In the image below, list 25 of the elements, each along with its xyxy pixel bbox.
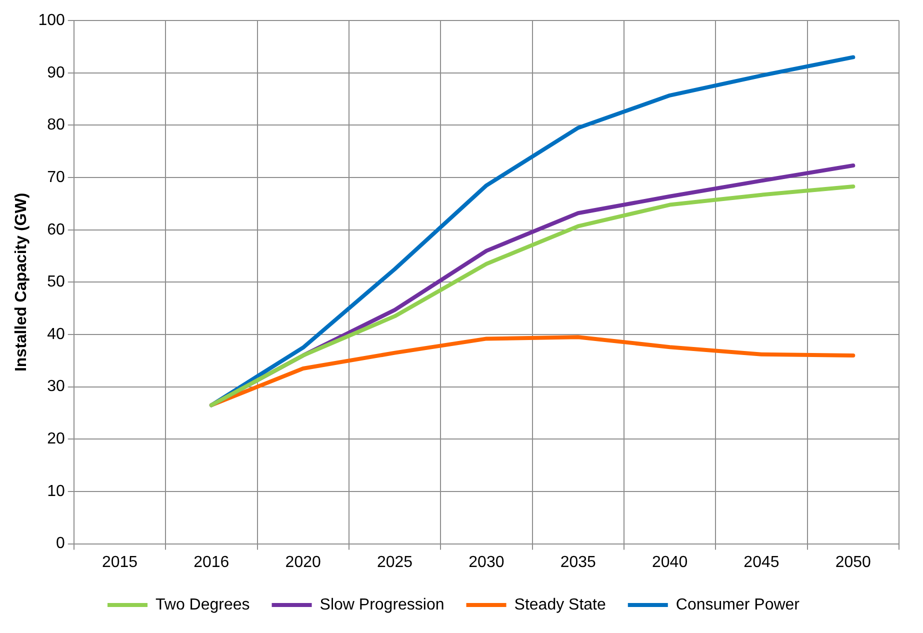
y-axis-title: Installed Capacity (GW) [13, 192, 30, 372]
y-tick-label: 10 [47, 482, 65, 500]
x-tick-label: 2016 [194, 554, 230, 571]
y-tick-label: 80 [47, 116, 65, 134]
legend-label: Steady State [514, 596, 606, 614]
y-tick-label: 90 [47, 64, 65, 82]
y-tick-label: 40 [47, 326, 65, 343]
y-tick-label: 30 [47, 378, 65, 396]
x-tick-label: 2050 [835, 554, 872, 571]
x-tick-label: 2035 [560, 554, 596, 571]
y-tick-label: 20 [47, 430, 65, 448]
x-tick-label: 2040 [652, 554, 688, 571]
y-tick-label: 50 [47, 274, 65, 291]
legend-label: Two Degrees [156, 596, 250, 614]
x-tick-label: 2045 [744, 554, 780, 571]
x-tick-label: 2025 [376, 554, 413, 571]
y-tick-label: 100 [38, 12, 65, 30]
legend-label: Consumer Power [676, 596, 800, 614]
legend-label: Slow Progression [320, 596, 444, 614]
y-tick-label: 70 [47, 168, 65, 186]
y-tick-label: 0 [56, 535, 65, 552]
x-tick-label: 2015 [102, 554, 138, 571]
x-tick-label: 2020 [285, 554, 321, 571]
y-tick-label: 60 [47, 221, 65, 238]
x-tick-label: 2030 [468, 554, 504, 571]
